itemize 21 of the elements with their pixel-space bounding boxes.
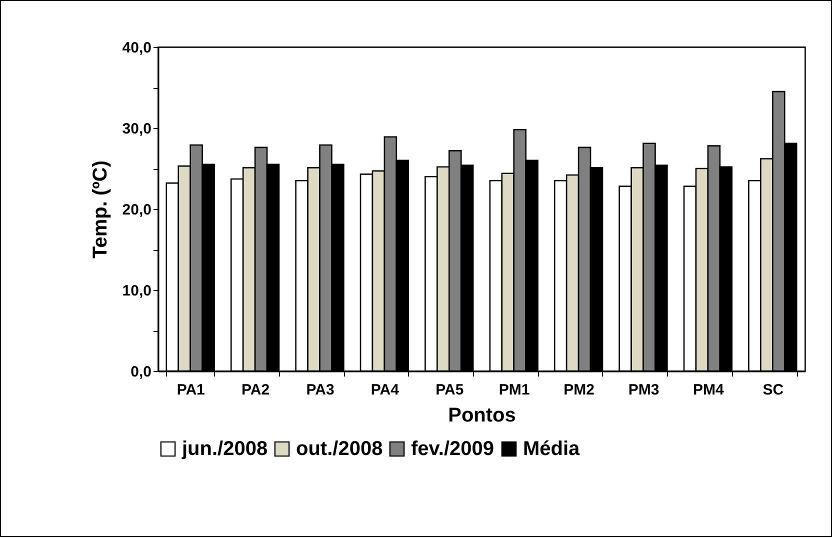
x-tick-label: PA4 <box>370 382 400 398</box>
x-tick-label: PA2 <box>242 382 270 398</box>
x-tick-label: PA5 <box>436 382 464 398</box>
x-axis-title: Pontos <box>448 404 516 426</box>
x-tick-label: PM3 <box>628 382 660 398</box>
y-tick-label: 0,0 <box>130 364 152 380</box>
x-tick-label: PM1 <box>498 382 530 398</box>
y-tick-label: 10,0 <box>122 282 152 300</box>
x-tick-label: PM2 <box>564 382 594 398</box>
x-tick-label: PM4 <box>693 382 725 398</box>
y-axis-title: Temp. (ºC) <box>89 160 112 259</box>
y-tick-label: 40,0 <box>122 40 152 56</box>
x-tick-label: PA1 <box>176 382 205 398</box>
x-tick-label: PA3 <box>306 382 334 398</box>
x-tick-label: SC <box>762 382 784 398</box>
legend-label: jun./2008 <box>181 438 268 460</box>
legend-label: out./2008 <box>296 438 383 460</box>
legend-label: fev./2009 <box>411 438 494 460</box>
y-tick-label: 20,0 <box>122 202 152 218</box>
y-tick-label: 30,0 <box>122 120 152 138</box>
legend-label: Média <box>523 438 581 460</box>
